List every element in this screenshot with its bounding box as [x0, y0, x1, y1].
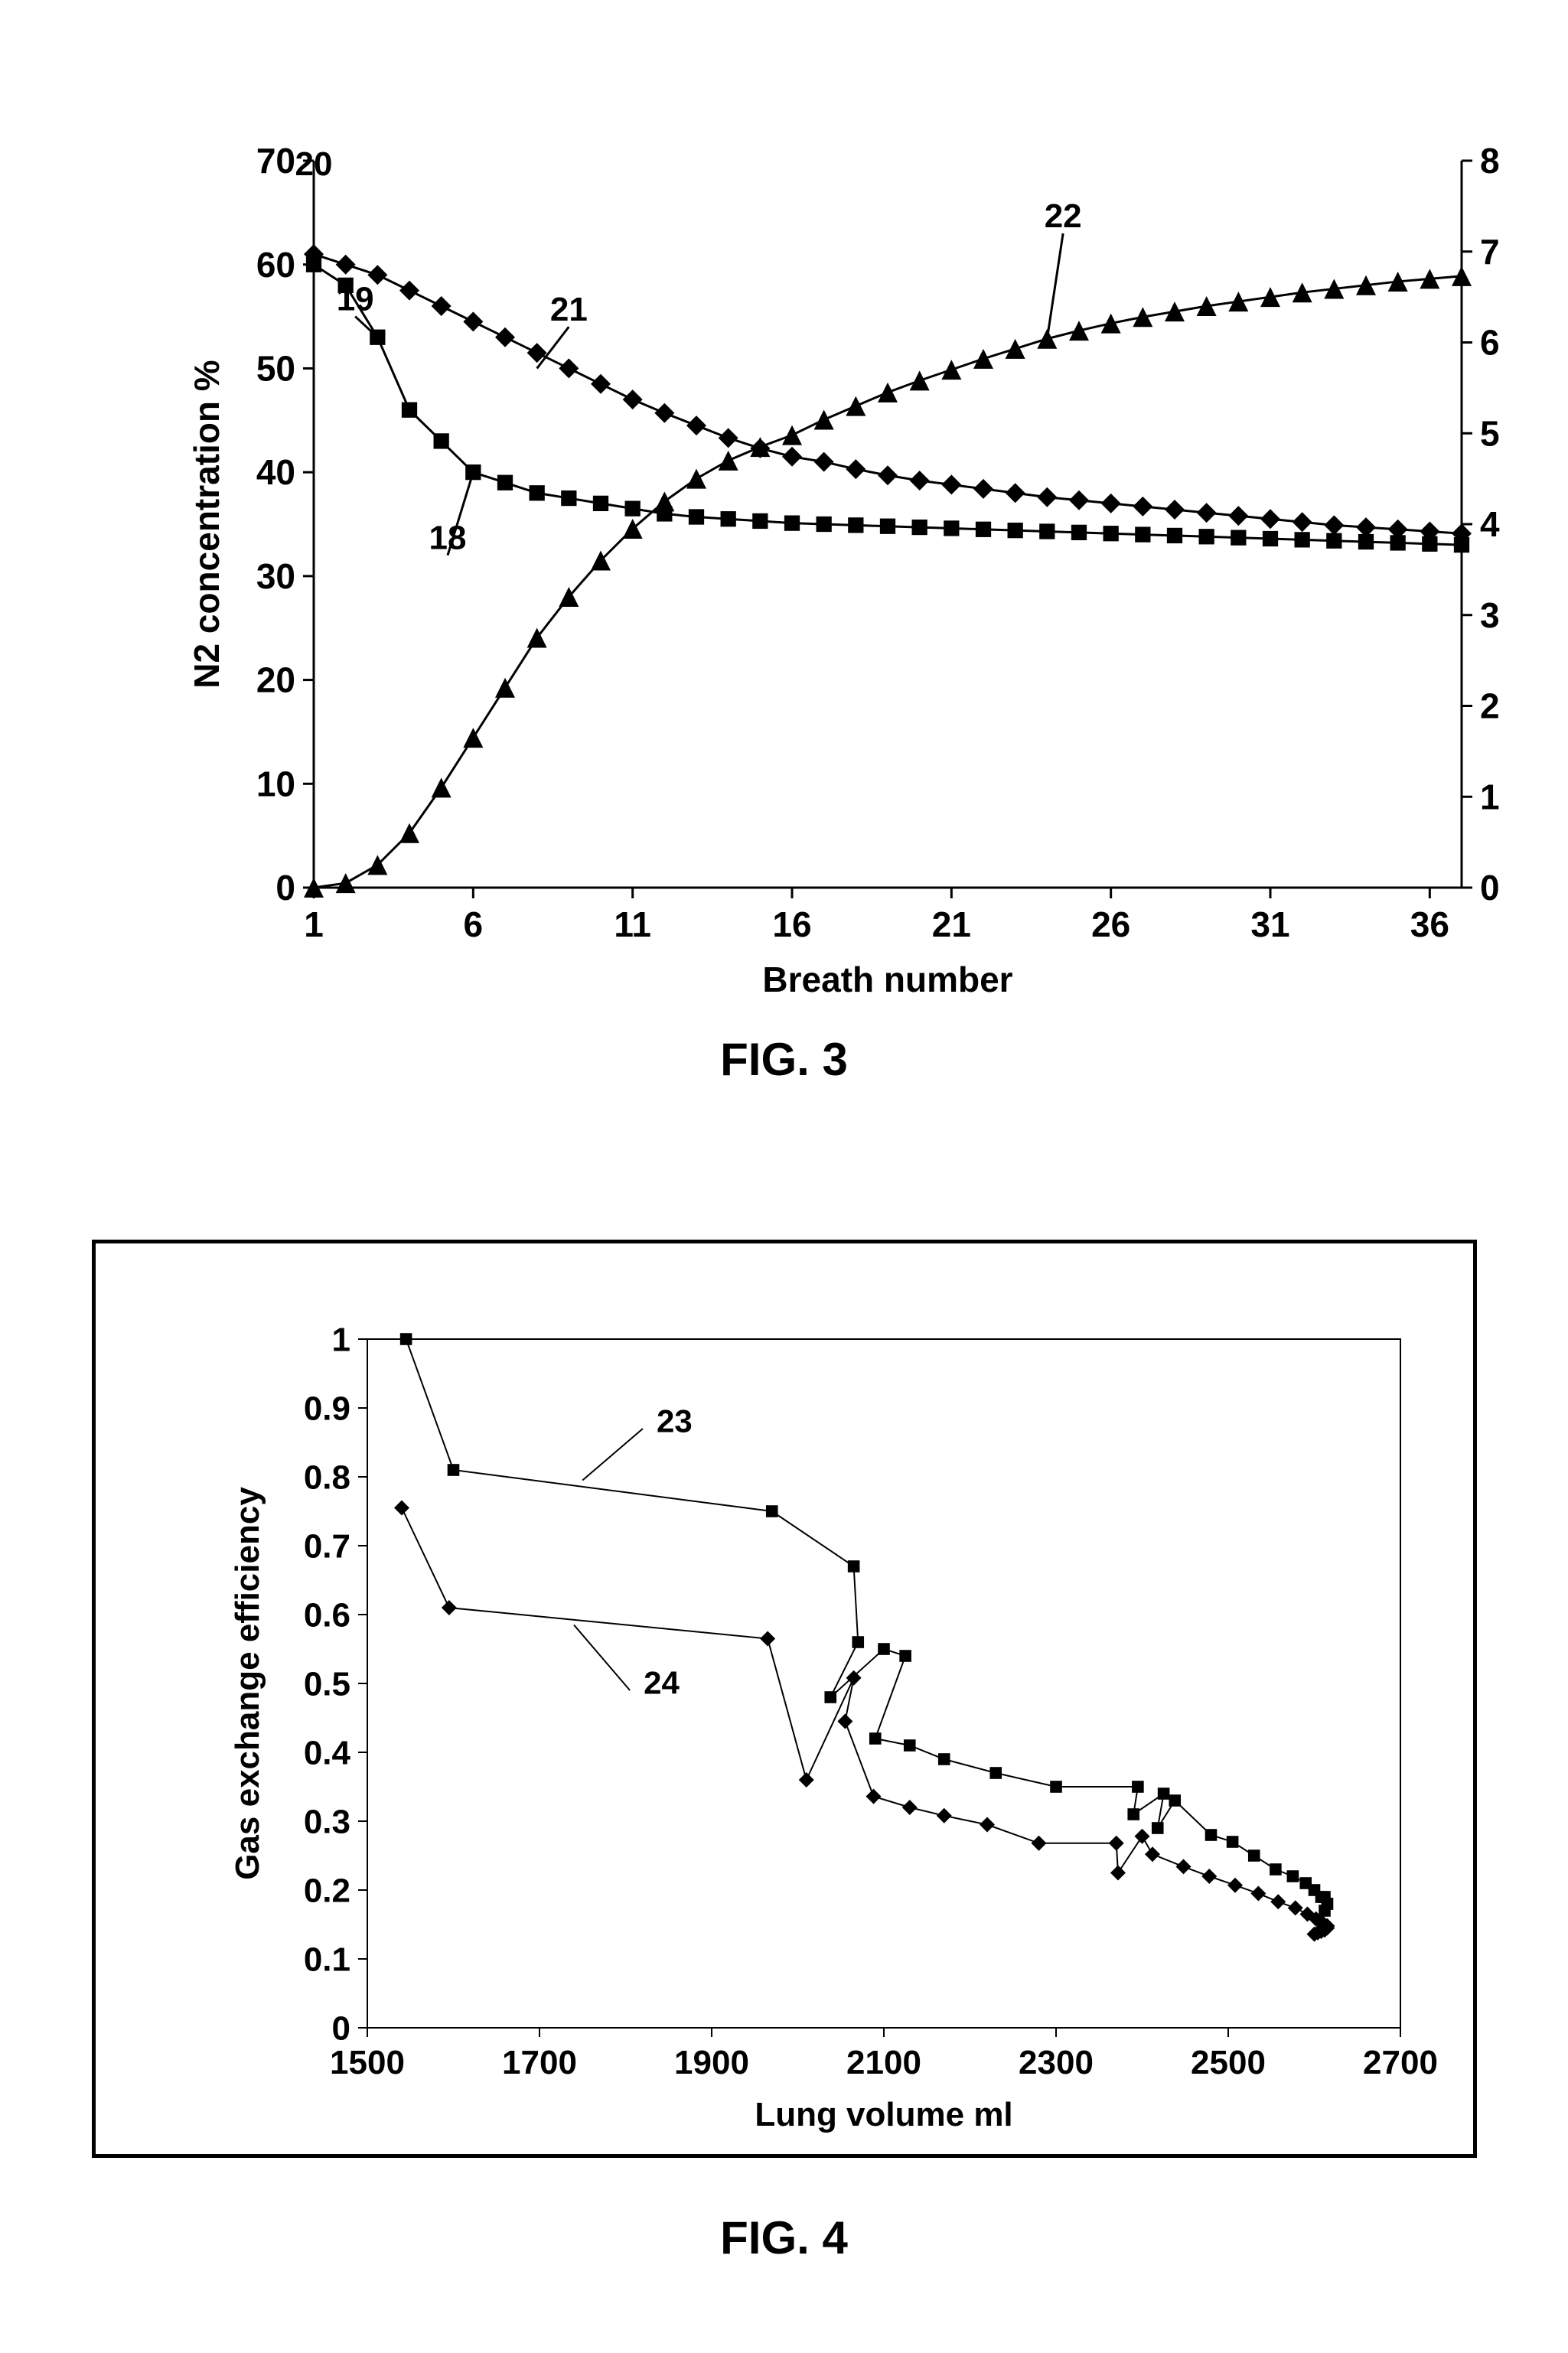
svg-text:1: 1 [304, 904, 324, 944]
svg-text:22: 22 [1045, 197, 1082, 235]
svg-text:Breath number: Breath number [762, 960, 1012, 999]
svg-text:1500: 1500 [330, 2044, 405, 2081]
fig3-label: FIG. 3 [0, 1033, 1568, 1086]
svg-text:36: 36 [1410, 904, 1449, 944]
svg-text:400: 400 [1480, 504, 1500, 544]
svg-text:100: 100 [1480, 777, 1500, 816]
svg-text:300: 300 [1480, 595, 1500, 635]
svg-text:50: 50 [256, 349, 295, 389]
svg-text:60: 60 [256, 245, 295, 285]
svg-text:2100: 2100 [846, 2044, 921, 2081]
svg-text:700: 700 [1480, 232, 1500, 272]
svg-text:0.2: 0.2 [304, 1872, 350, 1909]
svg-text:11: 11 [614, 904, 651, 944]
svg-text:Lung volume ml: Lung volume ml [755, 2096, 1012, 2133]
fig4-container: 1500 1700 1900 2100 2300 2500 2700 Lung volume … [92, 1240, 1477, 2158]
svg-text:20: 20 [256, 660, 295, 700]
svg-text:26: 26 [1091, 904, 1130, 944]
svg-text:0.4: 0.4 [304, 1734, 351, 1771]
svg-text:0.5: 0.5 [304, 1665, 350, 1703]
svg-text:0.9: 0.9 [304, 1390, 350, 1427]
svg-text:200: 200 [1480, 686, 1500, 726]
svg-text:0.6: 0.6 [304, 1596, 350, 1634]
svg-text:2500: 2500 [1191, 2044, 1266, 2081]
svg-text:20: 20 [295, 145, 333, 183]
svg-text:800: 800 [1480, 141, 1500, 181]
svg-text:0.7: 0.7 [304, 1527, 350, 1565]
svg-text:0.8: 0.8 [304, 1458, 350, 1496]
svg-text:2700: 2700 [1363, 2044, 1438, 2081]
fig4-label: FIG. 4 [0, 2211, 1568, 2264]
svg-text:Gas exchange efficiency: Gas exchange efficiency [229, 1487, 266, 1880]
svg-text:N2 concentration %: N2 concentration % [187, 360, 227, 688]
svg-text:10: 10 [256, 764, 295, 803]
fig4-chart: 1500 1700 1900 2100 2300 2500 2700 Lung volume … [92, 1240, 1477, 2158]
svg-text:0: 0 [1480, 868, 1500, 908]
svg-text:16: 16 [772, 904, 811, 944]
svg-text:500: 500 [1480, 413, 1500, 453]
fig3-chart: 16111621263136Breath number0102030405060… [69, 69, 1500, 1010]
svg-text:1: 1 [332, 1321, 350, 1358]
svg-text:18: 18 [429, 520, 467, 557]
svg-text:0: 0 [332, 2009, 350, 2047]
svg-text:23: 23 [657, 1403, 693, 1439]
svg-text:600: 600 [1480, 323, 1500, 363]
svg-text:24: 24 [644, 1664, 680, 1700]
svg-text:1700: 1700 [502, 2044, 577, 2081]
svg-text:6: 6 [464, 904, 484, 944]
svg-text:30: 30 [256, 556, 295, 596]
svg-text:21: 21 [932, 904, 971, 944]
svg-text:1900: 1900 [674, 2044, 749, 2081]
svg-text:40: 40 [256, 452, 295, 492]
page: 16111621263136Breath number0102030405060… [0, 0, 1568, 2353]
svg-text:2300: 2300 [1019, 2044, 1094, 2081]
svg-text:0: 0 [275, 868, 295, 908]
svg-text:0.1: 0.1 [304, 1941, 350, 1978]
svg-text:21: 21 [550, 291, 588, 328]
svg-text:70: 70 [256, 141, 295, 181]
svg-text:19: 19 [337, 281, 374, 318]
svg-text:0.3: 0.3 [304, 1803, 350, 1840]
svg-text:31: 31 [1250, 904, 1289, 944]
fig3-container: 16111621263136Breath number0102030405060… [69, 69, 1500, 1010]
